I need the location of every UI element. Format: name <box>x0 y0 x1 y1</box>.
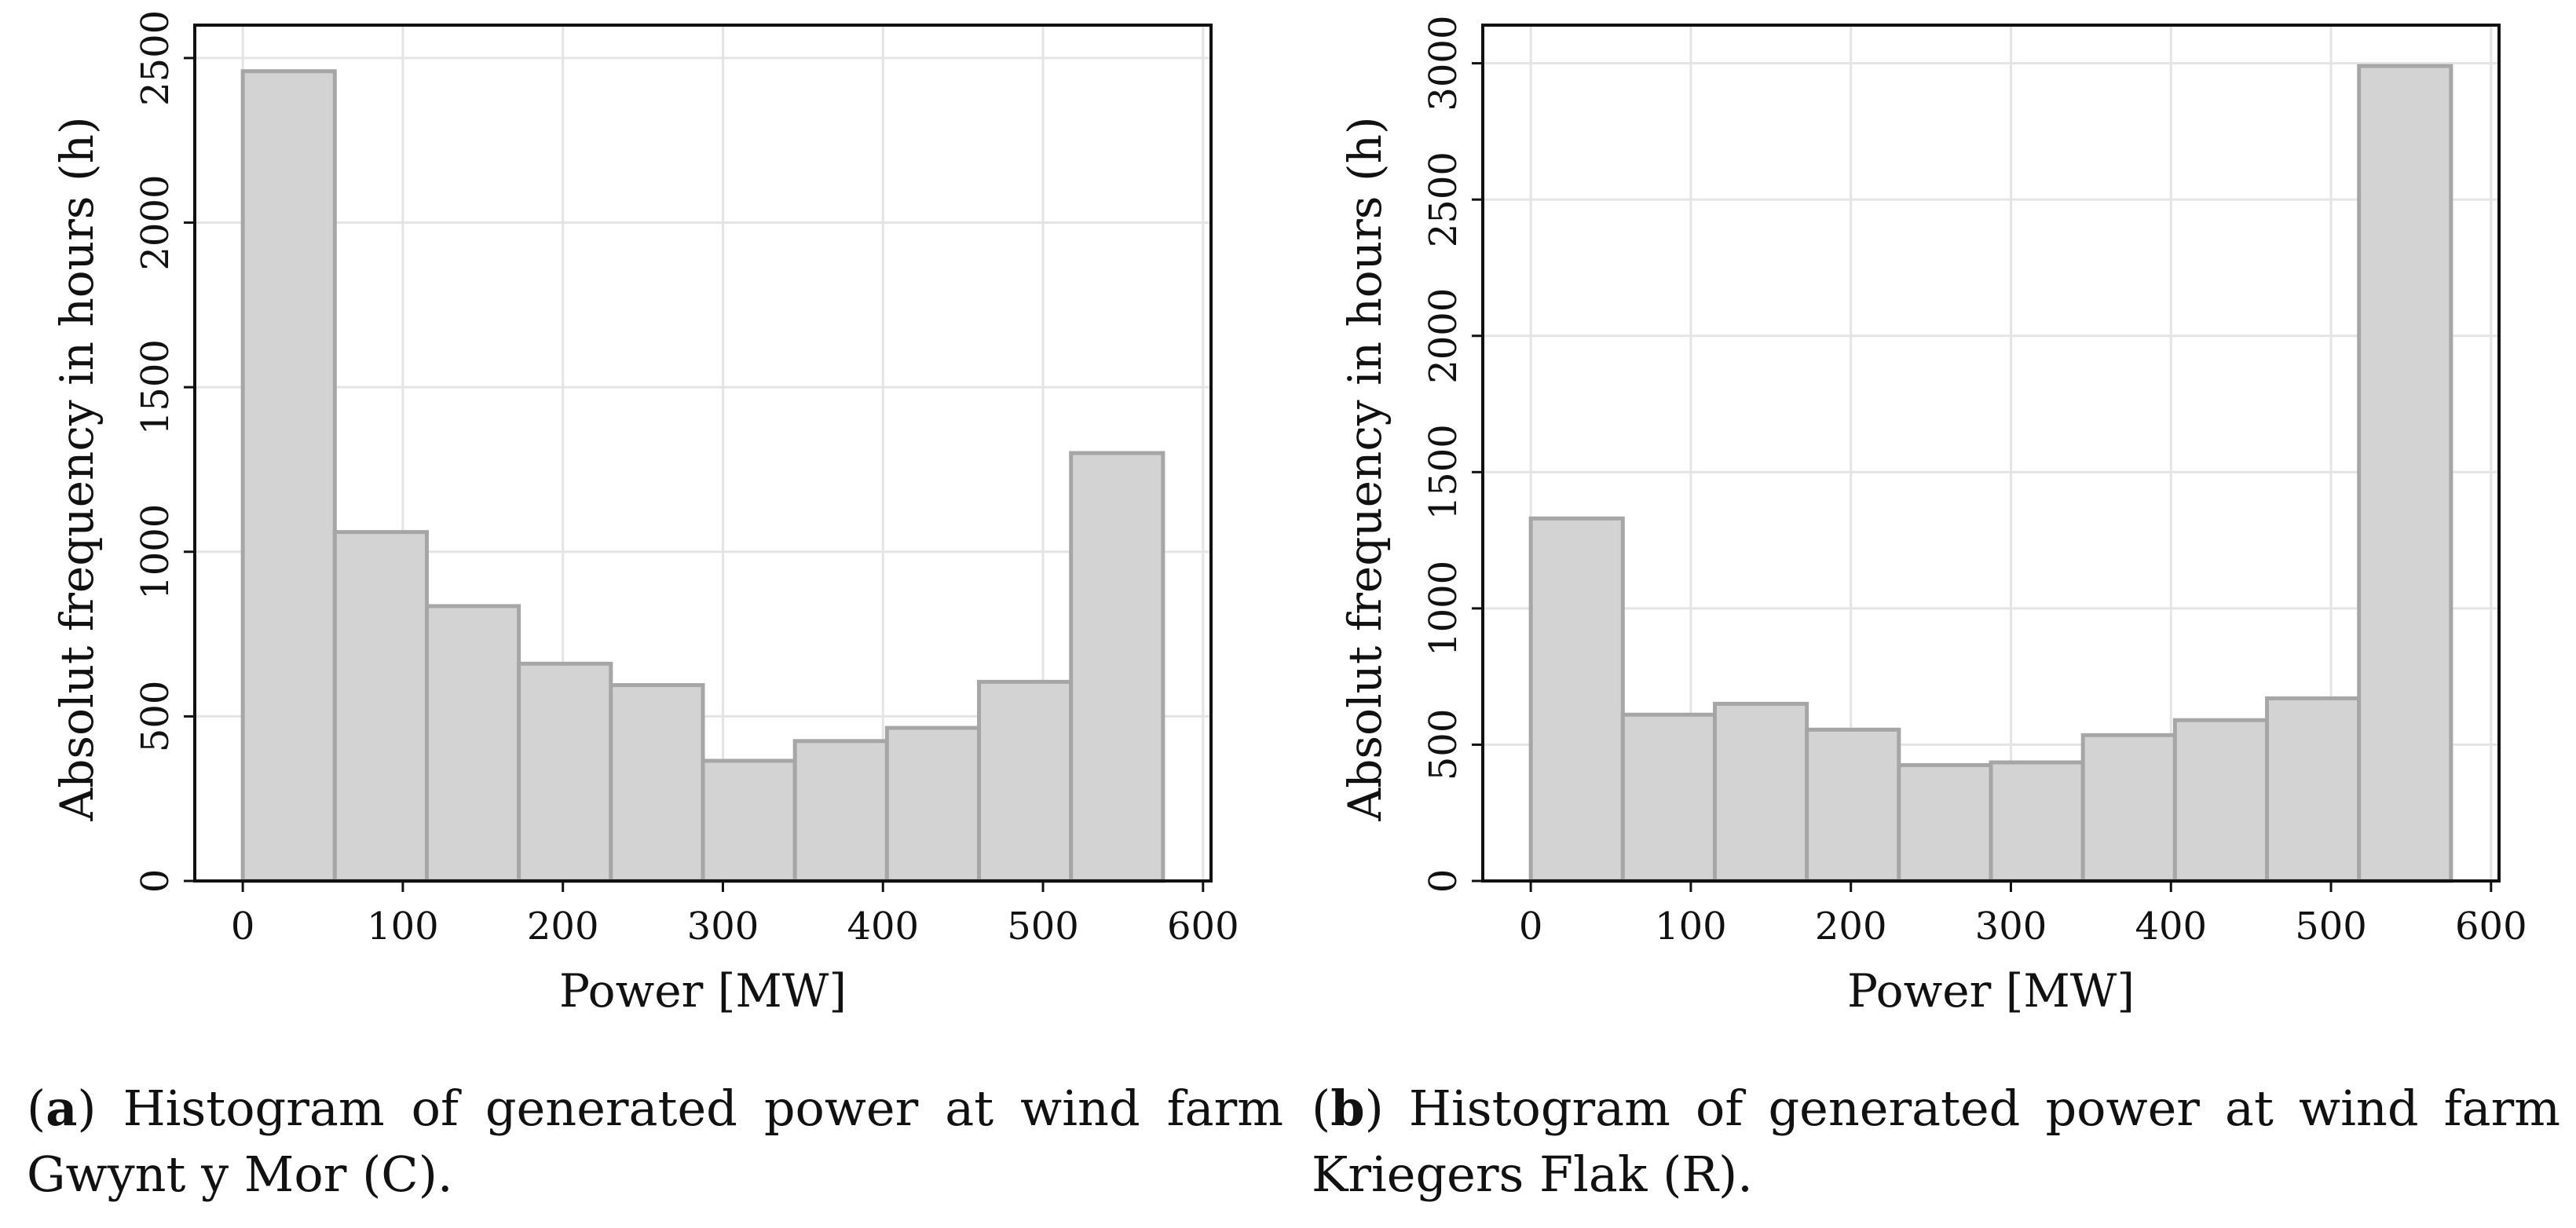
y-tick-label: 1000 <box>1422 561 1465 656</box>
histogram-bar <box>1989 760 2085 883</box>
caption-a-label: a <box>46 1080 78 1137</box>
axis-ticks: 0 100 200 300 400 500 600 0 500 1000 1500 2000 2500 3… <box>1422 16 2527 948</box>
histogram-bars <box>240 69 1165 883</box>
histogram-bar <box>2172 718 2270 883</box>
y-tick-label: 500 <box>1422 709 1465 781</box>
y-tick-label: 2500 <box>134 10 177 106</box>
y-tick-label: 0 <box>134 869 177 894</box>
x-tick-label: 300 <box>1975 905 2047 948</box>
caption-b-label: b <box>1330 1080 1365 1137</box>
histogram-bar <box>1897 762 1993 883</box>
plot-frame <box>1481 24 2501 883</box>
histogram-bar <box>1528 516 1625 883</box>
y-axis-label: Absolut frequency in hours (h) <box>1338 116 1392 821</box>
x-tick-label: 600 <box>2455 905 2527 948</box>
histogram-bar <box>701 758 797 883</box>
histogram-bar <box>2357 64 2453 883</box>
caption-a-text: Histogram of generated power at wind far… <box>27 1080 1283 1203</box>
plot-frame <box>193 24 1213 883</box>
y-tick-label: 3000 <box>1422 16 1465 111</box>
histogram-bar <box>424 604 521 883</box>
y-tick-label: 1000 <box>134 504 177 600</box>
x-tick-label: 0 <box>231 905 255 948</box>
x-axis-label: Power [MW] <box>1847 964 2135 1018</box>
y-axis-label: Absolut frequency in hours (h) <box>50 116 104 821</box>
x-axis-label: Power [MW] <box>559 964 847 1018</box>
y-tick-label: 0 <box>1422 869 1465 894</box>
x-tick-label: 0 <box>1519 905 1543 948</box>
x-tick-label: 600 <box>1167 905 1239 948</box>
y-tick-label: 500 <box>134 681 177 753</box>
histogram-bar <box>792 739 889 883</box>
histogram-bar <box>977 679 1074 883</box>
x-tick-label: 300 <box>687 905 759 948</box>
histogram-bar <box>332 530 429 883</box>
x-tick-label: 500 <box>1007 905 1079 948</box>
histogram-bar <box>609 683 705 883</box>
x-tick-label: 400 <box>847 905 919 948</box>
histogram-bar <box>240 69 337 883</box>
grid-lines <box>195 25 1211 883</box>
x-tick-label: 400 <box>2135 905 2207 948</box>
histogram-bar <box>1620 712 1717 883</box>
x-tick-label: 100 <box>1655 905 1727 948</box>
histogram-bar <box>2080 733 2177 883</box>
y-tick-label: 1500 <box>1422 424 1465 520</box>
histogram-chart-b: 0 100 200 300 400 500 600 0 500 1000 1500 2000 2500 3… <box>1338 16 2527 1018</box>
y-tick-label: 2000 <box>1422 288 1465 384</box>
histogram-bar <box>517 661 613 883</box>
y-tick-label: 1500 <box>134 339 177 435</box>
axis-ticks: 0 100 200 300 400 500 600 0 500 1000 1500 2000 2500 <box>134 10 1239 948</box>
histogram-bar <box>1805 727 1901 883</box>
histogram-bar <box>2265 696 2362 883</box>
histogram-bar <box>884 725 982 883</box>
caption-b: (b) Histogram of generated power at wind… <box>1312 1080 2561 1203</box>
histogram-bar <box>1712 701 1809 883</box>
histogram-bar <box>1069 451 1165 883</box>
y-tick-label: 2000 <box>134 174 177 270</box>
histogram-chart-a: 0 100 200 300 400 500 60005001000150020002500 … <box>50 10 1239 1018</box>
caption-b-text: Histogram of generated power at wind far… <box>1312 1080 2561 1203</box>
y-tick-label: 2500 <box>1422 152 1465 247</box>
x-tick-label: 200 <box>1815 905 1887 948</box>
histogram-bars <box>1528 64 2453 883</box>
x-tick-label: 500 <box>2295 905 2367 948</box>
x-tick-label: 200 <box>527 905 599 948</box>
caption-a: (a) Histogram of generated power at wind… <box>27 1080 1283 1203</box>
x-tick-label: 100 <box>367 905 439 948</box>
